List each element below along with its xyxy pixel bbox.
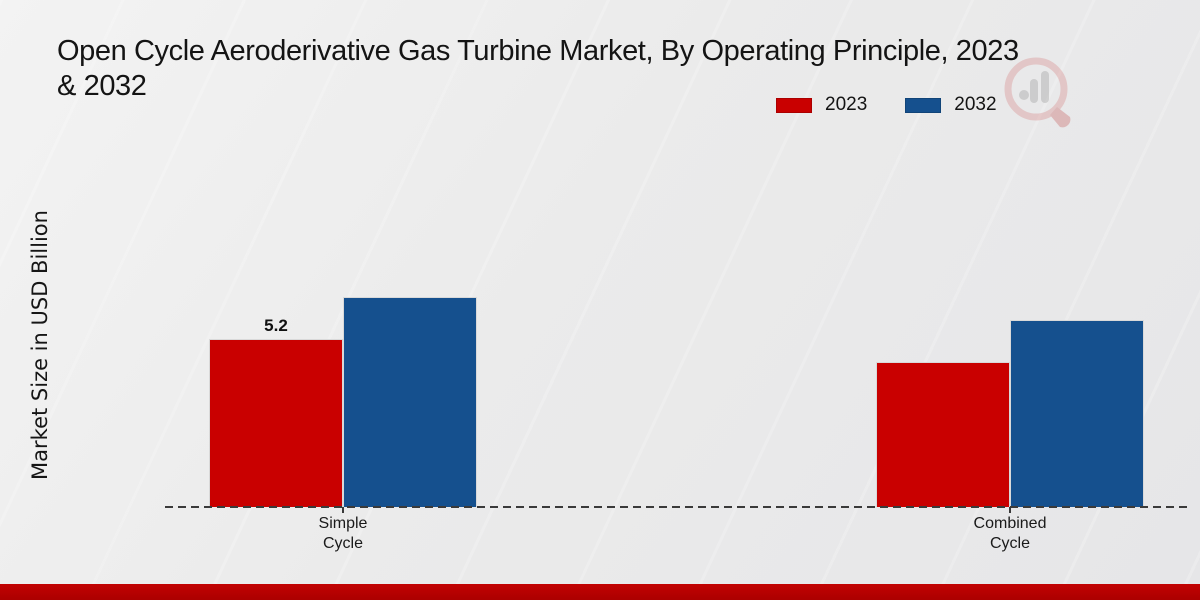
baseline-dashed-line <box>165 506 1190 508</box>
x-tick-simple-cycle <box>342 507 344 513</box>
category-label-line: Simple <box>318 515 368 532</box>
legend-entry-2023: 2023 <box>776 94 867 116</box>
legend: 2023 2032 <box>776 94 997 116</box>
bar-value-label-2023-simple-cycle: 5.2 <box>264 316 288 335</box>
bar-2032-simple-cycle <box>343 297 477 507</box>
legend-swatch-2023 <box>776 97 812 113</box>
legend-swatch-2032 <box>905 97 942 113</box>
page-title-line-2: & 2032 <box>57 70 147 102</box>
market-research-magnifier-logo-icon <box>1004 57 1071 128</box>
y-axis-label: Market Size in USD Billion <box>28 210 52 480</box>
category-label-line: Combined <box>973 515 1047 532</box>
category-label-line: Cycle <box>989 535 1030 552</box>
bar-2023-combined-cycle <box>876 362 1010 507</box>
category-label-line: Cycle <box>322 535 363 552</box>
legend-label-2023: 2023 <box>825 94 868 115</box>
bar-2032-combined-cycle <box>1010 320 1144 507</box>
category-label-simple-cycle: Simple Cycle <box>273 514 413 554</box>
x-tick-combined-cycle <box>1009 507 1011 513</box>
category-label-combined-cycle: Combined Cycle <box>940 514 1080 554</box>
legend-entry-2032: 2032 <box>905 94 997 116</box>
page-title-line-1: Open Cycle Aeroderivative Gas Turbine Ma… <box>57 35 1019 67</box>
legend-label-2032: 2032 <box>954 94 997 115</box>
page-title: Open Cycle Aeroderivative Gas Turbine Ma… <box>57 34 1187 104</box>
bottom-accent-bar <box>0 584 1200 600</box>
bar-2023-simple-cycle <box>209 339 343 507</box>
